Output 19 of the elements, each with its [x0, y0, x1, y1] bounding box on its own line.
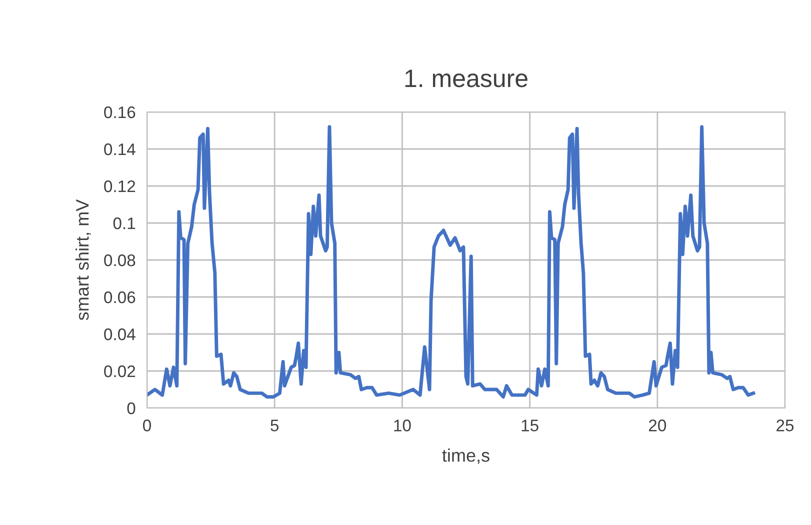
chart-title: 1. measure	[405, 70, 528, 88]
x-tick-label: 5	[270, 420, 279, 432]
x-tick-label: 15	[522, 420, 538, 432]
x-tick-label: 10	[394, 420, 411, 432]
y-tick-label: 0.02	[104, 365, 136, 378]
y-tick-label: 0.08	[104, 254, 136, 266]
y-tick-label: 0.14	[104, 143, 136, 156]
y-tick-label: 0.1	[113, 217, 136, 230]
y-tick-label: 0.06	[104, 291, 136, 304]
line-series	[147, 125, 756, 399]
x-tick-label: 20	[648, 420, 666, 432]
y-tick-label: 0	[127, 402, 136, 414]
y-axis-title: smart shirt, mV	[76, 199, 91, 320]
y-tick-label: 0.04	[104, 328, 136, 340]
y-tick-label: 0.12	[104, 180, 136, 192]
x-axis-title: time,s	[442, 448, 490, 464]
y-tick-label: 0.16	[104, 106, 136, 118]
x-tick-label: 25	[776, 420, 794, 432]
x-tick-label: 0	[143, 420, 151, 432]
